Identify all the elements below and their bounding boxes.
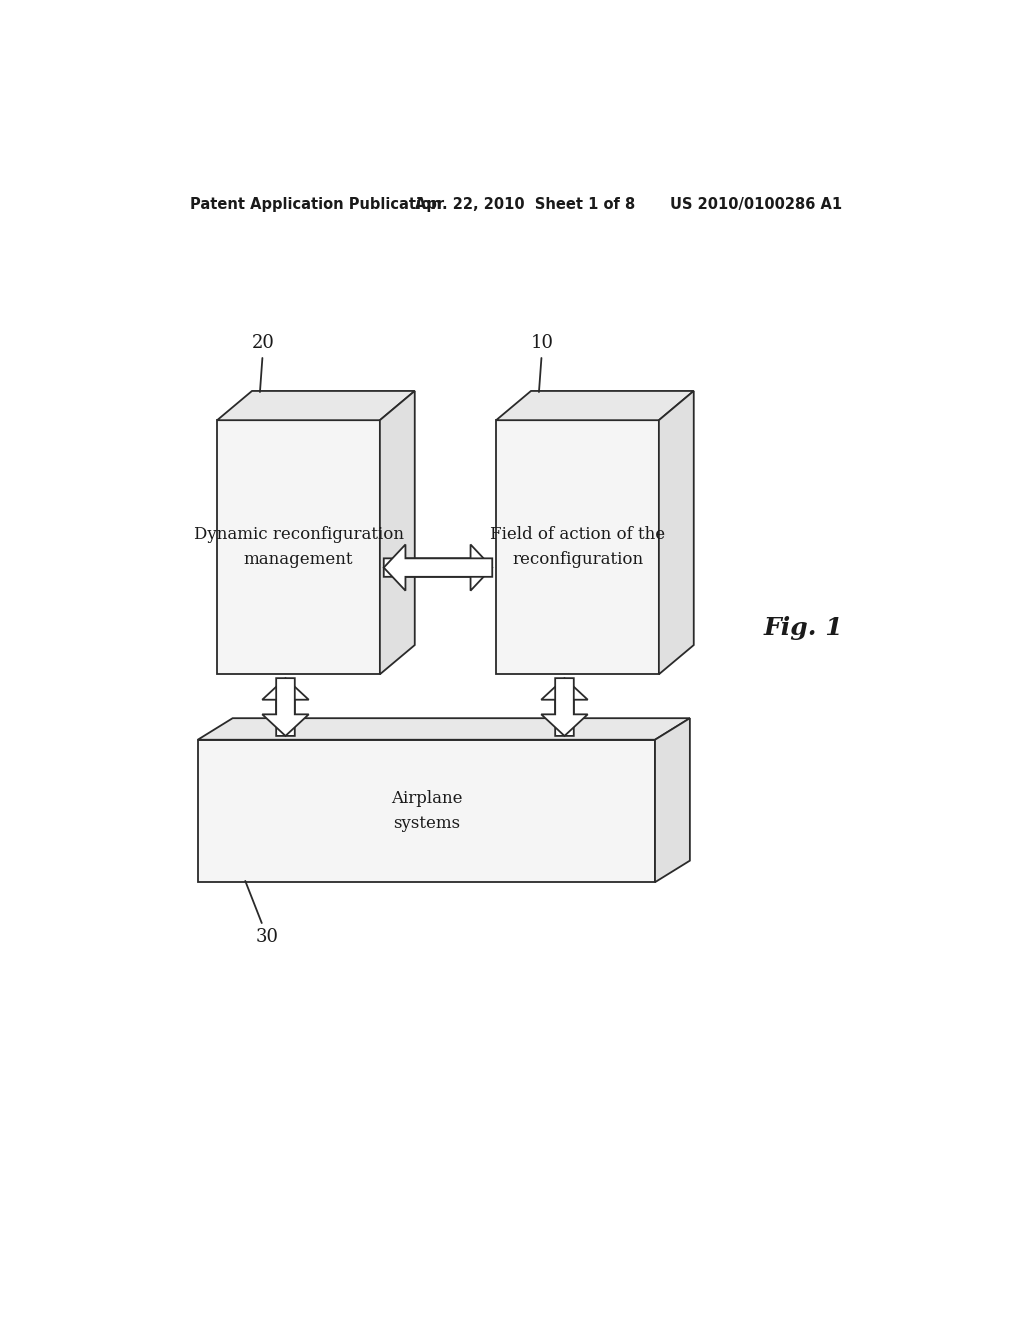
- Polygon shape: [380, 391, 415, 675]
- Text: Fig. 1: Fig. 1: [764, 616, 843, 640]
- Polygon shape: [262, 678, 308, 737]
- Polygon shape: [198, 718, 690, 739]
- Polygon shape: [217, 420, 380, 675]
- Polygon shape: [542, 678, 588, 737]
- Polygon shape: [198, 739, 655, 882]
- Text: Field of action of the
reconfiguration: Field of action of the reconfiguration: [489, 527, 665, 568]
- Polygon shape: [384, 544, 493, 590]
- Polygon shape: [384, 544, 493, 590]
- Polygon shape: [658, 391, 693, 675]
- Text: Dynamic reconfiguration
management: Dynamic reconfiguration management: [194, 527, 403, 568]
- Text: Airplane
systems: Airplane systems: [390, 791, 462, 832]
- Text: 30: 30: [246, 880, 279, 946]
- Polygon shape: [217, 391, 415, 420]
- Polygon shape: [496, 420, 658, 675]
- Polygon shape: [262, 678, 308, 737]
- Polygon shape: [542, 678, 588, 737]
- Text: US 2010/0100286 A1: US 2010/0100286 A1: [671, 197, 843, 213]
- Polygon shape: [655, 718, 690, 882]
- Polygon shape: [496, 391, 693, 420]
- Text: 20: 20: [252, 334, 274, 392]
- Text: Patent Application Publication: Patent Application Publication: [190, 197, 441, 213]
- Text: 10: 10: [531, 334, 554, 392]
- Text: Apr. 22, 2010  Sheet 1 of 8: Apr. 22, 2010 Sheet 1 of 8: [415, 197, 635, 213]
